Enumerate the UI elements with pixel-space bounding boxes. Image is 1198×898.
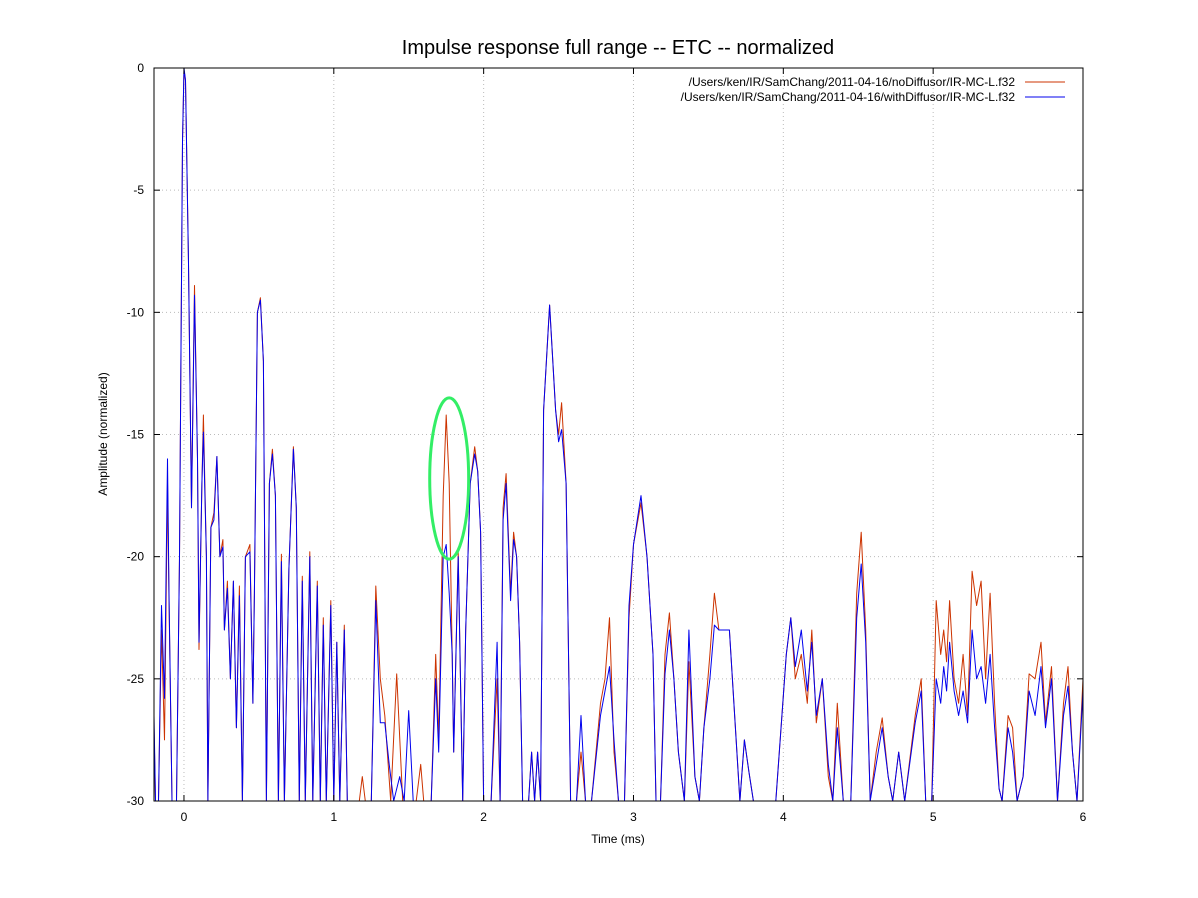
chart-title: Impulse response full range -- ETC -- no…	[402, 37, 834, 59]
y-tick-label: -20	[127, 550, 145, 564]
x-tick-label: 1	[330, 810, 337, 824]
x-tick-label: 2	[480, 810, 487, 824]
axis-ticks: 0 1 2 3 4 5 6 0 -5 -10 -15 -20 -25 -30	[127, 61, 1087, 824]
highlight-ellipse	[428, 396, 471, 561]
y-tick-label: -25	[127, 672, 145, 686]
legend: /Users/ken/IR/SamChang/2011-04-16/noDiff…	[681, 75, 1065, 104]
y-tick-label: -10	[127, 305, 145, 319]
legend-label-2: /Users/ken/IR/SamChang/2011-04-16/withDi…	[681, 90, 1016, 104]
x-tick-label: 4	[780, 810, 787, 824]
y-axis-label: Amplitude (normalized)	[96, 372, 110, 495]
x-tick-label: 0	[181, 810, 188, 824]
x-tick-label: 5	[930, 810, 937, 824]
y-tick-label: -30	[127, 794, 145, 808]
grid	[154, 68, 1083, 801]
legend-label-1: /Users/ken/IR/SamChang/2011-04-16/noDiff…	[689, 75, 1016, 89]
y-tick-label: 0	[137, 61, 144, 75]
plot-area	[154, 68, 1083, 801]
series-line-2	[154, 68, 1083, 801]
y-tick-label: -5	[133, 183, 144, 197]
x-tick-label: 6	[1080, 810, 1087, 824]
x-axis-label: Time (ms)	[591, 832, 645, 846]
x-tick-label: 3	[630, 810, 637, 824]
y-tick-label: -15	[127, 428, 145, 442]
